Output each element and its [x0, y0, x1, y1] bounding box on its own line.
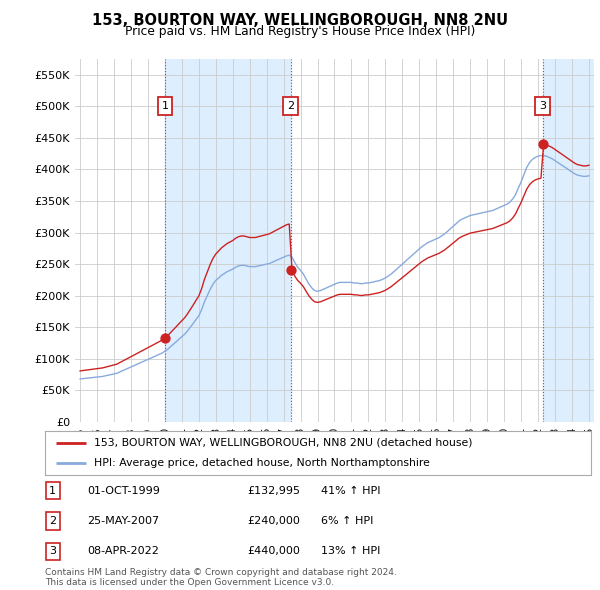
- Text: 08-APR-2022: 08-APR-2022: [87, 546, 159, 556]
- Point: [538, 139, 547, 149]
- Text: 41% ↑ HPI: 41% ↑ HPI: [321, 486, 380, 496]
- Point: [160, 333, 170, 343]
- Text: 1: 1: [49, 486, 56, 496]
- Text: 13% ↑ HPI: 13% ↑ HPI: [321, 546, 380, 556]
- Text: 2: 2: [49, 516, 56, 526]
- Bar: [542, 59, 594, 422]
- Text: HPI: Average price, detached house, North Northamptonshire: HPI: Average price, detached house, Nort…: [94, 458, 430, 468]
- Text: 01-OCT-1999: 01-OCT-1999: [87, 486, 160, 496]
- Text: Price paid vs. HM Land Registry's House Price Index (HPI): Price paid vs. HM Land Registry's House …: [125, 25, 475, 38]
- Text: Contains HM Land Registry data © Crown copyright and database right 2024.: Contains HM Land Registry data © Crown c…: [45, 568, 397, 577]
- Text: £240,000: £240,000: [247, 516, 300, 526]
- Text: 3: 3: [539, 101, 546, 112]
- Text: This data is licensed under the Open Government Licence v3.0.: This data is licensed under the Open Gov…: [45, 578, 334, 587]
- Text: 25-MAY-2007: 25-MAY-2007: [87, 516, 159, 526]
- Text: 6% ↑ HPI: 6% ↑ HPI: [321, 516, 373, 526]
- Text: 153, BOURTON WAY, WELLINGBOROUGH, NN8 2NU (detached house): 153, BOURTON WAY, WELLINGBOROUGH, NN8 2N…: [94, 438, 473, 448]
- Point: [286, 266, 296, 275]
- Text: 1: 1: [161, 101, 169, 112]
- Text: 153, BOURTON WAY, WELLINGBOROUGH, NN8 2NU: 153, BOURTON WAY, WELLINGBOROUGH, NN8 2N…: [92, 13, 508, 28]
- Bar: [165, 59, 291, 422]
- Text: 3: 3: [49, 546, 56, 556]
- Text: £440,000: £440,000: [247, 546, 300, 556]
- Text: £132,995: £132,995: [247, 486, 300, 496]
- Text: 2: 2: [287, 101, 295, 112]
